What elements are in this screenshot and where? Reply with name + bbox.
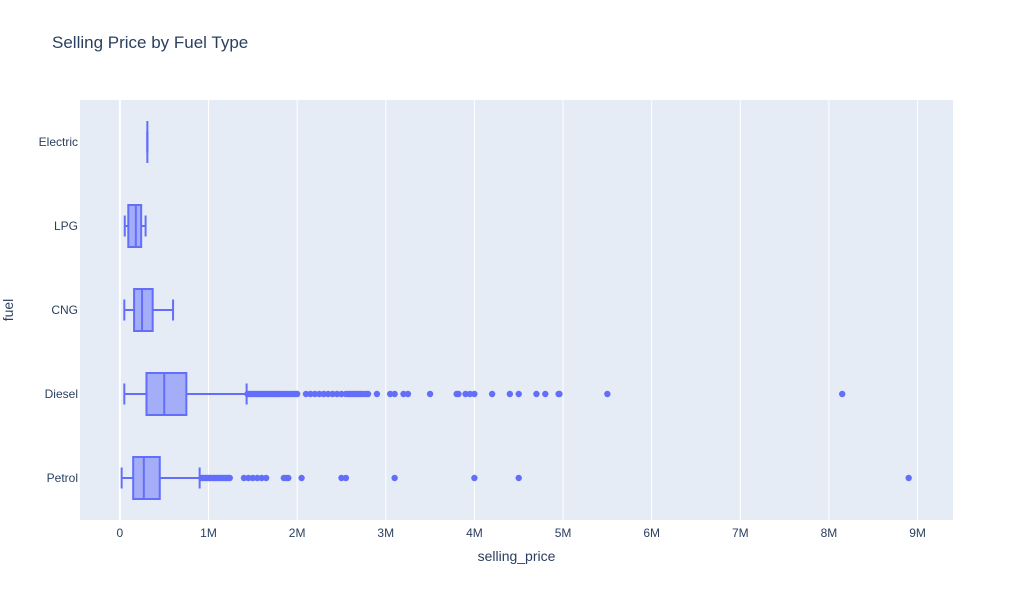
outlier-point bbox=[245, 474, 252, 482]
x-tick-label: 4M bbox=[466, 526, 483, 540]
outlier-point bbox=[342, 474, 350, 482]
x-tick-label: 0 bbox=[117, 526, 124, 540]
outlier-point bbox=[515, 390, 522, 398]
outlier-point bbox=[338, 390, 345, 398]
x-tick-label: 9M bbox=[909, 526, 926, 540]
box-cng bbox=[123, 288, 175, 332]
y-tick-label: LPG bbox=[54, 219, 78, 233]
outlier-point bbox=[905, 474, 912, 482]
box-iqr bbox=[132, 456, 161, 500]
box-diesel bbox=[123, 372, 846, 416]
outlier-point bbox=[391, 474, 398, 482]
outlier-point bbox=[426, 390, 434, 398]
outlier-point bbox=[324, 390, 332, 398]
outlier-point bbox=[515, 474, 522, 482]
x-tick-label: 6M bbox=[643, 526, 660, 540]
outlier-point bbox=[302, 390, 310, 398]
outlier-point bbox=[333, 390, 341, 398]
outlier-point bbox=[240, 474, 248, 482]
x-tick-label: 2M bbox=[289, 526, 306, 540]
x-tick-label: 5M bbox=[555, 526, 572, 540]
outlier-point bbox=[542, 390, 549, 398]
outlier-point bbox=[471, 390, 478, 398]
outlier-point bbox=[400, 390, 407, 398]
outlier-point bbox=[604, 390, 611, 398]
outlier-point bbox=[254, 474, 261, 482]
outlier-point bbox=[249, 474, 257, 482]
x-tick-label: 8M bbox=[821, 526, 838, 540]
outlier-point bbox=[488, 390, 496, 398]
outlier-point bbox=[307, 390, 314, 398]
x-tick-label: 3M bbox=[377, 526, 394, 540]
box-iqr bbox=[145, 372, 188, 416]
outlier-point bbox=[533, 390, 540, 398]
box-lpg bbox=[123, 204, 147, 248]
y-tick-label: Diesel bbox=[45, 387, 78, 401]
y-tick-label: Petrol bbox=[47, 471, 78, 485]
outlier-point bbox=[364, 390, 372, 398]
box-iqr bbox=[127, 204, 143, 248]
y-tick-label: Electric bbox=[39, 135, 78, 149]
x-tick-label: 7M bbox=[732, 526, 749, 540]
outlier-point bbox=[391, 390, 398, 398]
outlier-point bbox=[506, 390, 514, 398]
outlier-point bbox=[262, 474, 270, 482]
outlier-point bbox=[338, 474, 345, 482]
box-petrol bbox=[120, 456, 912, 500]
x-axis-title: selling_price bbox=[478, 548, 556, 564]
outlier-point bbox=[839, 390, 846, 398]
outlier-point bbox=[320, 390, 327, 398]
plot-area bbox=[80, 100, 953, 520]
outlier-point bbox=[387, 390, 394, 398]
outlier-point bbox=[316, 390, 323, 398]
outlier-point bbox=[258, 474, 265, 482]
outlier-point bbox=[373, 390, 381, 398]
outlier-point bbox=[329, 390, 336, 398]
outlier-point bbox=[455, 390, 462, 398]
y-axis-title: fuel bbox=[0, 299, 16, 322]
outlier-point bbox=[462, 390, 469, 398]
outlier-point bbox=[293, 390, 301, 398]
chart-title: Selling Price by Fuel Type bbox=[52, 33, 249, 52]
outlier-point bbox=[404, 390, 412, 398]
outlier-point bbox=[466, 390, 474, 398]
outlier-point bbox=[226, 474, 233, 482]
box-iqr bbox=[133, 288, 154, 332]
outlier-point bbox=[285, 474, 292, 482]
outlier-point bbox=[556, 390, 563, 398]
outlier-point bbox=[298, 474, 305, 482]
x-tick-label: 1M bbox=[200, 526, 217, 540]
outlier-point bbox=[471, 474, 478, 482]
outlier-point bbox=[311, 390, 319, 398]
y-tick-label: CNG bbox=[51, 303, 78, 317]
